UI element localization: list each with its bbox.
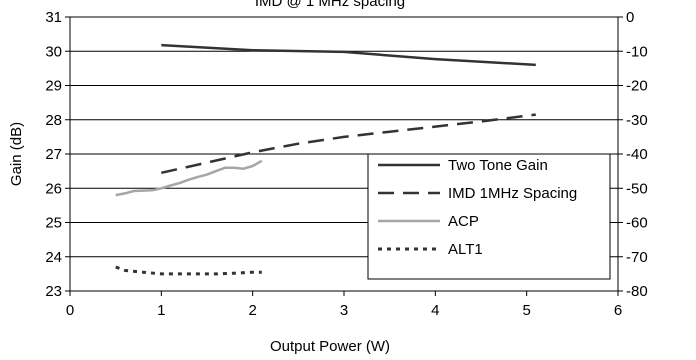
x-tick-label: 1	[157, 302, 165, 319]
x-axis: 0 1 2 3 4 5 6	[66, 291, 622, 319]
y-axis-left: 23 24 25 26 27 28 29 30 31	[45, 9, 70, 300]
x-tick-label: 3	[340, 302, 348, 319]
legend-label: Two Tone Gain	[448, 157, 548, 174]
legend-label: ALT1	[448, 241, 483, 258]
y-right-tick-label: 0	[626, 9, 634, 26]
y-axis-label: Gain (dB)	[8, 122, 25, 186]
legend: Two Tone Gain IMD 1MHz Spacing ACP ALT1	[367, 153, 611, 280]
legend-label: IMD 1MHz Spacing	[448, 185, 577, 202]
y-left-tick-label: 25	[45, 215, 62, 232]
series-line-two-tone-gain	[161, 43, 536, 67]
series-line-alt1	[115, 265, 262, 276]
chart-title: IMD @ 1 MHz spacing	[255, 0, 405, 10]
series-group	[115, 43, 536, 276]
y-right-tick-label: -20	[626, 78, 648, 95]
x-tick-label: 5	[522, 302, 530, 319]
y-right-tick-label: -60	[626, 215, 648, 232]
legend-box	[367, 153, 611, 280]
y-right-tick-label: -80	[626, 283, 648, 300]
y-left-tick-label: 24	[45, 249, 62, 266]
y-left-tick-label: 27	[45, 146, 62, 163]
y-right-tick-label: -10	[626, 43, 648, 60]
x-tick-label: 6	[614, 302, 622, 319]
x-axis-label: Output Power (W)	[270, 338, 390, 355]
y-right-tick-label: -50	[626, 180, 648, 197]
series-line-imd-1mhz-spacing	[161, 113, 536, 175]
y-left-tick-label: 28	[45, 112, 62, 129]
x-tick-label: 4	[431, 302, 439, 319]
y-left-tick-label: 26	[45, 180, 62, 197]
y-left-tick-label: 31	[45, 9, 62, 26]
y-right-tick-label: -70	[626, 249, 648, 266]
y-left-tick-label: 23	[45, 283, 62, 300]
series-line-acp	[115, 159, 263, 197]
x-tick-label: 0	[66, 302, 74, 319]
x-tick-label: 2	[248, 302, 256, 319]
y-right-tick-label: -30	[626, 112, 648, 129]
y-left-tick-label: 30	[45, 43, 62, 60]
y-axis-right: -80 -70 -60 -50 -40 -30 -20 -10 0	[618, 9, 648, 300]
y-left-tick-label: 29	[45, 78, 62, 95]
legend-label: ACP	[448, 213, 479, 230]
y-right-tick-label: -40	[626, 146, 648, 163]
